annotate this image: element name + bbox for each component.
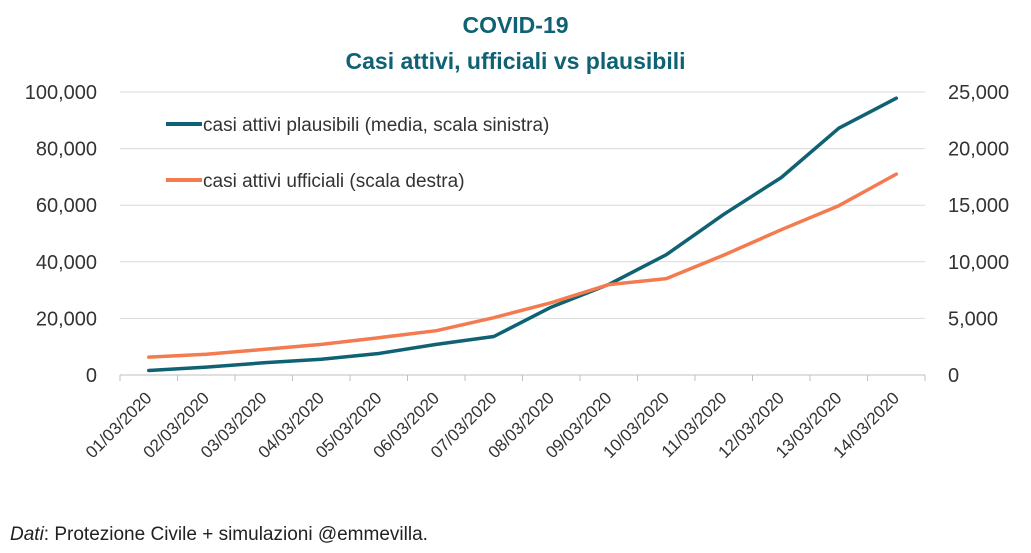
right-axis-ticks: 0 5,000 10,000 15,000 20,000 25,000	[948, 82, 1009, 387]
legend-label-1: casi attivi plausibili (media, scala sin…	[203, 115, 549, 136]
chart-title-line1: COVID-19	[462, 12, 569, 38]
right-tick-label: 0	[948, 365, 959, 387]
left-tick-label: 0	[86, 365, 97, 387]
left-tick-label: 80,000	[36, 139, 97, 161]
series-line-2	[147, 172, 899, 359]
gridlines	[120, 91, 925, 319]
right-tick-label: 20,000	[948, 139, 1009, 161]
source-note: Dati: Protezione Civile + simulazioni @e…	[10, 524, 428, 546]
source-italic: Dati	[10, 524, 44, 545]
right-tick-label: 5,000	[948, 308, 998, 330]
source-text: : Protezione Civile + simulazioni @emmev…	[43, 524, 428, 545]
x-axis-ticks: 01/03/202002/03/202003/03/202004/03/2020…	[82, 388, 903, 462]
right-tick-label: 25,000	[948, 82, 1009, 104]
legend: casi attivi plausibili (media, scala sin…	[166, 115, 549, 192]
chart-title-line2: Casi attivi, ufficiali vs plausibili	[345, 48, 686, 74]
right-tick-label: 10,000	[948, 252, 1009, 274]
series-line-1	[147, 96, 899, 373]
x-axis	[119, 374, 926, 381]
line-chart: 0 20,000 40,000 60,000 80,000 100,000 0 5,000 1…	[25, 82, 1009, 462]
right-tick-label: 15,000	[948, 195, 1009, 217]
left-tick-label: 20,000	[36, 308, 97, 330]
left-tick-label: 60,000	[36, 195, 97, 217]
left-tick-label: 100,000	[25, 82, 97, 104]
left-axis-ticks: 0 20,000 40,000 60,000 80,000 100,000	[25, 82, 97, 387]
left-tick-label: 40,000	[36, 252, 97, 274]
legend-label-2: casi attivi ufficiali (scala destra)	[203, 171, 465, 192]
series-lines	[147, 96, 899, 373]
